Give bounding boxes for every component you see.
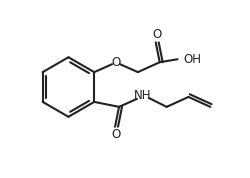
Text: O: O — [112, 128, 121, 141]
Text: NH: NH — [134, 90, 152, 103]
Text: O: O — [112, 56, 121, 69]
Text: OH: OH — [184, 53, 202, 66]
Text: O: O — [152, 28, 161, 41]
